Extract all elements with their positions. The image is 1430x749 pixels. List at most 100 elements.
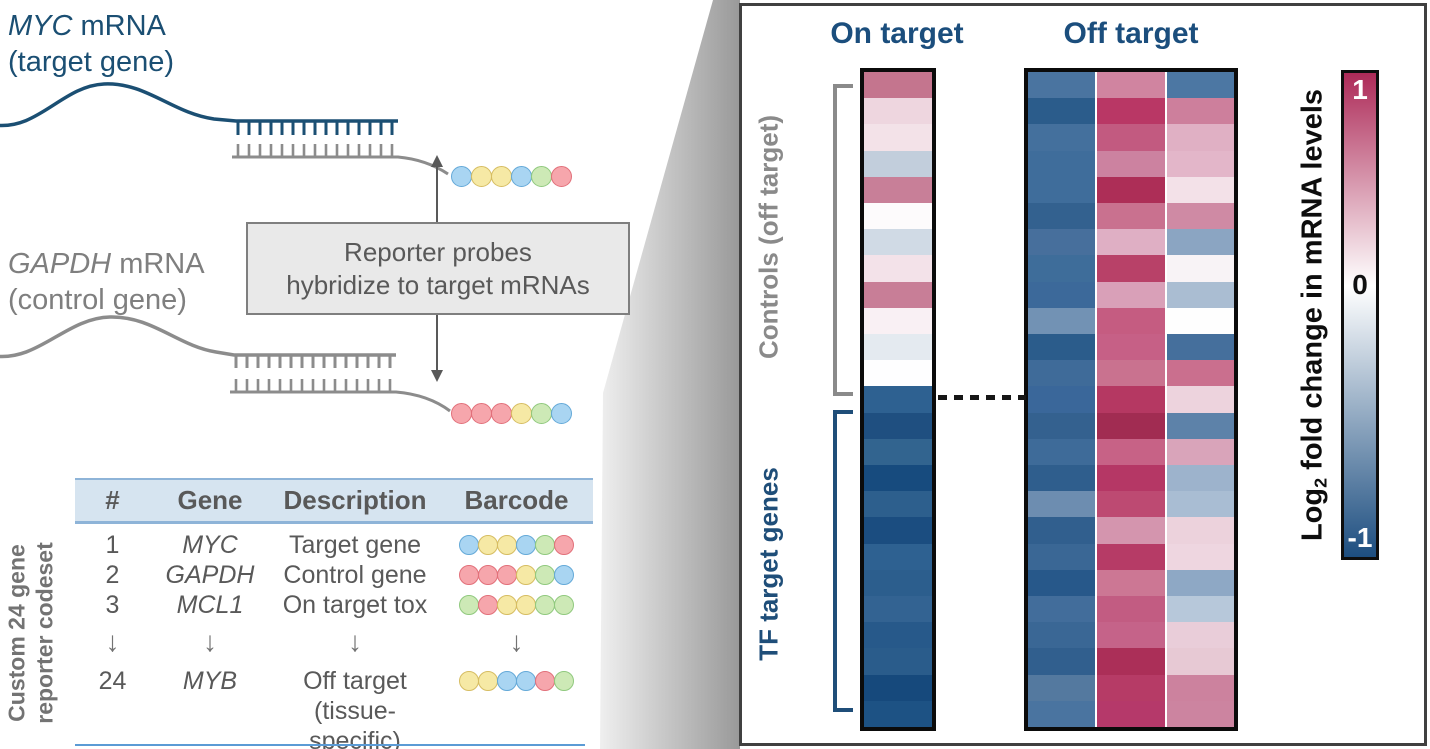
blue-bead bbox=[451, 166, 472, 187]
codeset-side-label: Custom 24 gene reporter codeset bbox=[3, 542, 57, 724]
gapdh-barcode-beads bbox=[451, 403, 572, 424]
heatmap-cell bbox=[1166, 334, 1234, 361]
header-num: # bbox=[105, 485, 120, 515]
heatmap-cell bbox=[1166, 255, 1234, 282]
red-bead bbox=[551, 166, 572, 187]
colorbar-tick-min: -1 bbox=[1347, 522, 1373, 553]
heatmap-cell bbox=[1028, 438, 1096, 465]
tf-target-genes-label: TF target genes bbox=[753, 467, 784, 661]
green-bead bbox=[534, 565, 555, 585]
heatmap-cell bbox=[1166, 150, 1234, 177]
blue-bead bbox=[496, 671, 517, 691]
heatmap-cell bbox=[864, 307, 932, 334]
colorbar-tick-zero: 0 bbox=[1352, 269, 1368, 300]
yellow-bead bbox=[477, 535, 498, 555]
colorbar bbox=[1341, 70, 1379, 560]
heatmap-cell bbox=[1028, 622, 1096, 649]
myc-reporter-probe bbox=[232, 144, 449, 176]
yellow-bead bbox=[496, 535, 517, 555]
controls-section-label: Controls (off target) bbox=[753, 114, 784, 360]
down-arrow-icon: ↓ bbox=[509, 626, 524, 657]
header-gene: Gene bbox=[177, 485, 243, 515]
heatmap-cell bbox=[864, 229, 932, 256]
heatmap-cell bbox=[864, 465, 932, 492]
yellow-bead bbox=[471, 166, 492, 187]
heatmap-cell bbox=[864, 72, 932, 99]
heatmap-cell bbox=[1166, 674, 1234, 701]
heatmap-cell bbox=[1028, 569, 1096, 596]
heatmap-cell bbox=[1097, 386, 1165, 413]
heatmap-cell bbox=[1097, 596, 1165, 623]
table-row: 2 GAPDH Control gene bbox=[75, 560, 593, 590]
heatmap-cell bbox=[1097, 176, 1165, 203]
yellow-bead bbox=[477, 671, 498, 691]
red-bead bbox=[553, 535, 574, 555]
red-bead bbox=[471, 403, 492, 424]
heatmap-cell bbox=[1166, 438, 1234, 465]
yellow-bead bbox=[515, 595, 536, 615]
green-bead bbox=[531, 403, 552, 424]
blue-bead bbox=[515, 535, 536, 555]
heatmap-cell bbox=[864, 438, 932, 465]
heatmap-cell bbox=[1097, 281, 1165, 308]
table-row: 24 MYB Off target (tissue-specific) bbox=[75, 666, 593, 749]
red-bead bbox=[458, 565, 479, 585]
heatmap-cell bbox=[1166, 622, 1234, 649]
heatmap-cell bbox=[1028, 360, 1096, 387]
gapdh-gene-name: GAPDH bbox=[8, 248, 112, 280]
heatmap-cell bbox=[1028, 98, 1096, 125]
heatmap-cell bbox=[1097, 307, 1165, 334]
codeset-table: # Gene Description Barcode 1 MYC Target … bbox=[75, 478, 593, 749]
green-bead bbox=[553, 595, 574, 615]
heatmap-cell bbox=[1028, 596, 1096, 623]
red-bead bbox=[496, 565, 517, 585]
heatmap-cell bbox=[864, 203, 932, 230]
off-target-header: Off target bbox=[1063, 17, 1199, 50]
heatmap-cell bbox=[1028, 386, 1096, 413]
red-bead bbox=[477, 565, 498, 585]
green-bead bbox=[534, 595, 555, 615]
heatmap-cell bbox=[1097, 622, 1165, 649]
heatmap-cell bbox=[1028, 150, 1096, 177]
heatmap-cell bbox=[1097, 465, 1165, 492]
reporter-probes-box: Reporter probes hybridize to target mRNA… bbox=[246, 222, 630, 315]
heatmap-cell bbox=[1166, 491, 1234, 518]
heatmap-cell bbox=[1028, 412, 1096, 439]
heatmap-cell bbox=[1097, 72, 1165, 99]
myc-barcode-beads bbox=[451, 166, 572, 187]
heatmap-cell bbox=[1097, 203, 1165, 230]
down-arrow-icon: ↓ bbox=[105, 626, 120, 657]
heatmap-cell bbox=[1028, 307, 1096, 334]
red-bead bbox=[477, 595, 498, 615]
section-divider-dashes bbox=[938, 395, 1026, 400]
heatmap-cell bbox=[864, 622, 932, 649]
blue-bead bbox=[511, 166, 532, 187]
heatmap-cell bbox=[1166, 648, 1234, 675]
tf-bracket bbox=[833, 410, 853, 712]
heatmap-cell bbox=[1166, 543, 1234, 570]
yellow-bead bbox=[458, 671, 479, 691]
heatmap-cell bbox=[1028, 674, 1096, 701]
heatmap-cell bbox=[1097, 150, 1165, 177]
off-target-heatmap bbox=[1024, 68, 1238, 731]
heatmap-cell bbox=[1028, 543, 1096, 570]
heatmap-cell bbox=[1166, 517, 1234, 544]
barcode-beads bbox=[440, 595, 593, 615]
heatmap-cell bbox=[1166, 281, 1234, 308]
table-header: # Gene Description Barcode bbox=[75, 478, 593, 524]
heatmap-cell bbox=[1166, 360, 1234, 387]
heatmap-cell bbox=[1097, 674, 1165, 701]
heatmap-cell bbox=[1097, 517, 1165, 544]
heatmap-cell bbox=[1028, 255, 1096, 282]
on-target-header: On target bbox=[830, 17, 964, 50]
heatmap-cell bbox=[1097, 334, 1165, 361]
blue-bead bbox=[553, 565, 574, 585]
heatmap-cell bbox=[1097, 412, 1165, 439]
heatmap-cell bbox=[864, 648, 932, 675]
heatmap-cell bbox=[1097, 255, 1165, 282]
barcode-beads bbox=[440, 671, 593, 691]
heatmap-cell bbox=[1166, 700, 1234, 727]
heatmap-cell bbox=[1166, 124, 1234, 151]
heatmap-cell bbox=[1028, 203, 1096, 230]
heatmap-cell bbox=[1166, 307, 1234, 334]
